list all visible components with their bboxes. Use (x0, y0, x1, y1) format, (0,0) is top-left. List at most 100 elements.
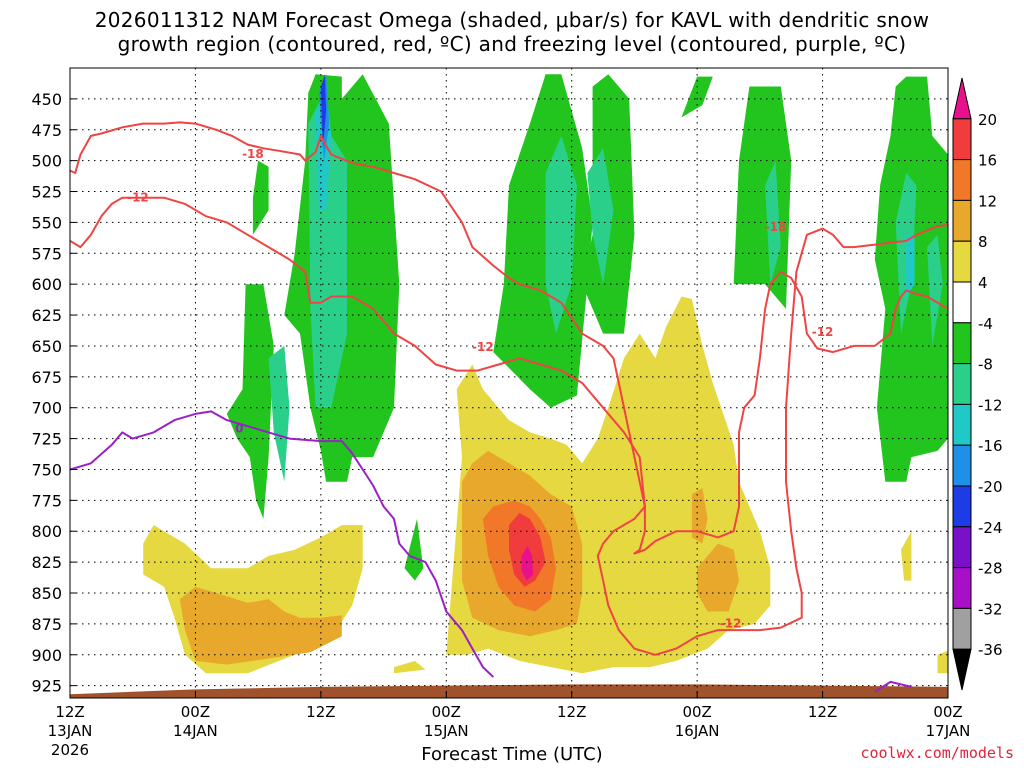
colorbar-label-3: 8 (978, 233, 988, 251)
colorbar-label-8: -16 (978, 437, 1003, 455)
x-tick-date-0: 13JAN (48, 722, 93, 740)
omega-region-8-2 (691, 488, 708, 544)
y-tick-label-550: 550 (31, 213, 62, 232)
x-tick-date-84: 17JAN (926, 722, 971, 740)
x-tick-time-72: 12Z (808, 703, 837, 721)
omega-region-neg8-3 (493, 74, 593, 408)
colorbar-swatch-9 (952, 444, 972, 487)
omega-region-8-3 (697, 543, 739, 612)
omega-region-neg24-0 (320, 74, 327, 149)
chart-title-line1: 2026011312 NAM Forecast Omega (shaded, μ… (94, 8, 930, 32)
contour-freezing-level-0 (70, 410, 494, 678)
omega-region-neg8-5 (681, 76, 713, 118)
colorbar-label-7: -12 (978, 396, 1003, 414)
colorbar-swatch-4 (952, 240, 972, 283)
colorbar-swatch-5 (952, 281, 972, 324)
omega-region-neg12-3 (587, 148, 614, 285)
watermark: coolwx.com/models (860, 744, 1014, 762)
x-axis-title: Forecast Time (UTC) (421, 744, 603, 765)
x-tick-time-12: 00Z (181, 703, 210, 721)
colorbar-label-5: -4 (978, 315, 993, 333)
x-tick-date-36: 15JAN (424, 722, 469, 740)
x-tick-date-60: 16JAN (675, 722, 720, 740)
y-tick-label-525: 525 (31, 183, 62, 202)
contour-label-0: -18 (242, 147, 264, 161)
omega-region-neg12-6 (927, 234, 943, 346)
contour-label-6: 0 (235, 421, 243, 435)
x-tick-time-0: 12Z (55, 703, 84, 721)
terrain-fill (70, 684, 948, 698)
omega-region-4-2 (901, 531, 912, 581)
contour-label-layer: -18 -12 -12 -18 -12 -12 0 (127, 147, 834, 631)
colorbar-swatch-13 (952, 607, 972, 650)
contour-label-1: -12 (127, 190, 149, 204)
plot-frame (69, 67, 949, 699)
omega-region-neg12-5 (895, 173, 917, 334)
omega-region-neg8-0 (252, 160, 269, 235)
y-tick-label-575: 575 (31, 244, 62, 263)
y-tick-label-600: 600 (31, 275, 62, 294)
contour-dendritic-minus18 (70, 121, 948, 656)
chart-title-line2: growth region (contoured, red, ºC) and f… (117, 32, 907, 56)
contour-label-5: -12 (720, 617, 742, 631)
omega-region-4-4 (394, 660, 426, 674)
y-tick-label-900: 900 (31, 646, 62, 665)
x-tick-time-48: 12Z (557, 703, 586, 721)
colorbar-label-0: 20 (978, 111, 997, 129)
colorbar-bottom-triangle (952, 648, 972, 691)
contour-label-4: -12 (812, 325, 834, 339)
colorbar-label-11: -28 (978, 560, 1003, 578)
colorbar-label-4: 4 (978, 274, 988, 292)
y-tick-label-775: 775 (31, 491, 62, 510)
y-tick-label-700: 700 (31, 399, 62, 418)
y-tick-label-625: 625 (31, 306, 62, 325)
x-tick-time-60: 00Z (682, 703, 711, 721)
y-tick-label-800: 800 (31, 522, 62, 541)
omega-region-neg12-1 (268, 345, 290, 482)
x-tick-time-36: 00Z (432, 703, 461, 721)
x-tick-date-12: 14JAN (173, 722, 218, 740)
y-tick-label-500: 500 (31, 152, 62, 171)
y-tick-label-825: 825 (31, 553, 62, 572)
x-tick-year-0: 2026 (51, 741, 89, 759)
y-tick-label-875: 875 (31, 615, 62, 634)
colorbar-label-12: -32 (978, 600, 1003, 618)
colorbar-swatch-6 (952, 322, 972, 365)
y-tick-label-675: 675 (31, 368, 62, 387)
colorbar-label-1: 16 (978, 152, 997, 170)
omega-region-8-0 (179, 586, 342, 665)
colorbar-swatch-8 (952, 403, 972, 446)
omega-region-20-0 (521, 546, 533, 581)
contour-freezing-level-0-right (874, 680, 912, 693)
colorbar-label-13: -36 (978, 641, 1003, 659)
contour-dendritic-minus12 (70, 196, 948, 555)
omega-region-neg8-8 (404, 518, 424, 581)
contour-label-2: -12 (472, 340, 494, 354)
y-tick-label-450: 450 (31, 90, 62, 109)
colorbar-label-10: -24 (978, 519, 1003, 537)
colorbar-swatch-12 (952, 567, 972, 609)
x-tick-time-84: 00Z (933, 703, 962, 721)
y-tick-label-650: 650 (31, 337, 62, 356)
y-tick-label-725: 725 (31, 430, 62, 449)
y-tick-label-750: 750 (31, 460, 62, 479)
omega-region-neg16-1 (906, 234, 915, 297)
contour-label-3: -18 (765, 220, 787, 234)
omega-region-4-3 (937, 650, 948, 674)
colorbar-swatch-2 (952, 159, 972, 201)
y-tick-label-925: 925 (31, 677, 62, 696)
omega-region-neg8-2 (226, 284, 274, 519)
colorbar-swatch-11 (952, 526, 972, 569)
terrain-layer (70, 684, 948, 698)
y-tick-label-850: 850 (31, 584, 62, 603)
x-tick-time-24: 12Z (306, 703, 335, 721)
colorbar-swatch-1 (952, 118, 972, 161)
gridlines (69, 68, 949, 698)
colorbar-label-9: -20 (978, 478, 1003, 496)
contour-layer (70, 121, 948, 693)
colorbar-swatch-7 (952, 363, 972, 405)
y-axis: 450 475 500 525 550 575 600 625 650 675 700 725 750 7… (31, 90, 76, 696)
y-tick-label-475: 475 (31, 121, 62, 140)
